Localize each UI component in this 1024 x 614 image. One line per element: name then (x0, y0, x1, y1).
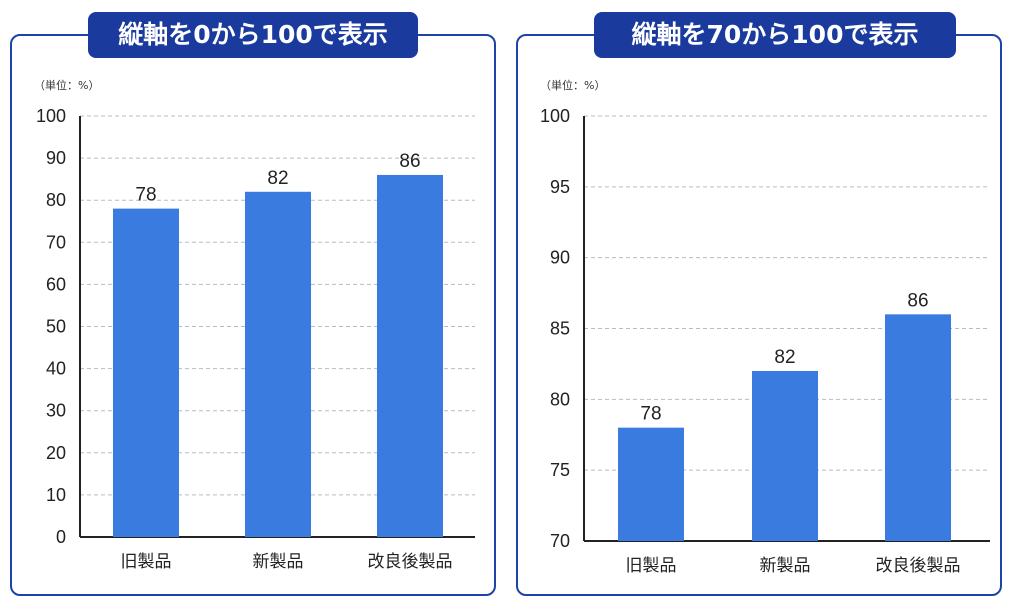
y-tick-label-right: 90 (550, 248, 570, 268)
category-label-left-2: 改良後製品 (368, 552, 453, 572)
bar-right-2 (885, 314, 951, 541)
data-label-right-1: 82 (774, 347, 795, 368)
bar-left-1 (245, 191, 311, 537)
data-label-left-2: 86 (399, 151, 420, 172)
category-label-left-1: 新製品 (253, 552, 304, 572)
category-label-right-0: 旧製品 (626, 556, 677, 576)
y-tick-label-left: 90 (46, 148, 66, 168)
chart-title-right: 縦軸を70から100で表示 (594, 12, 956, 58)
y-tick-label-left: 30 (46, 401, 66, 421)
bar-left-0 (113, 208, 179, 537)
bar-right-0 (618, 427, 684, 541)
unit-label-left: （単位：%） (34, 78, 99, 92)
y-tick-label-left: 100 (36, 106, 66, 126)
bar-right-1 (752, 371, 818, 541)
category-label-left-0: 旧製品 (121, 552, 172, 572)
y-tick-label-left: 60 (46, 274, 66, 294)
unit-label-right: （単位：%） (540, 78, 605, 92)
y-tick-label-left: 70 (46, 232, 66, 252)
bar-left-2 (377, 174, 443, 537)
y-tick-label-left: 10 (46, 485, 66, 505)
chart-right: （単位：%） 70 75 80 85 90 95 100 78 旧製品 82 新製品 86 改良後製品 (540, 78, 990, 576)
data-label-left-1: 82 (267, 168, 288, 189)
y-tick-label-left: 0 (56, 527, 66, 547)
data-label-right-0: 78 (640, 404, 661, 425)
y-tick-label-left: 80 (46, 190, 66, 210)
y-tick-label-right: 95 (550, 177, 570, 197)
y-tick-label-right: 80 (550, 389, 570, 409)
chart-left: （単位：%） 0 10 20 30 40 50 60 70 80 90 100 78 旧製品 82 新製品 86… (34, 78, 475, 572)
y-tick-label-left: 50 (46, 317, 66, 337)
y-tick-label-right: 75 (550, 460, 570, 480)
y-tick-label-left: 20 (46, 443, 66, 463)
data-label-left-0: 78 (135, 185, 156, 206)
y-tick-label-left: 40 (46, 359, 66, 379)
y-tick-label-right: 100 (540, 106, 570, 126)
category-label-right-1: 新製品 (760, 556, 811, 576)
data-label-right-2: 86 (907, 290, 928, 311)
y-tick-label-right: 70 (550, 531, 570, 551)
chart-title-left: 縦軸を0から100で表示 (88, 12, 418, 58)
y-tick-label-right: 85 (550, 319, 570, 339)
category-label-right-2: 改良後製品 (876, 556, 961, 576)
